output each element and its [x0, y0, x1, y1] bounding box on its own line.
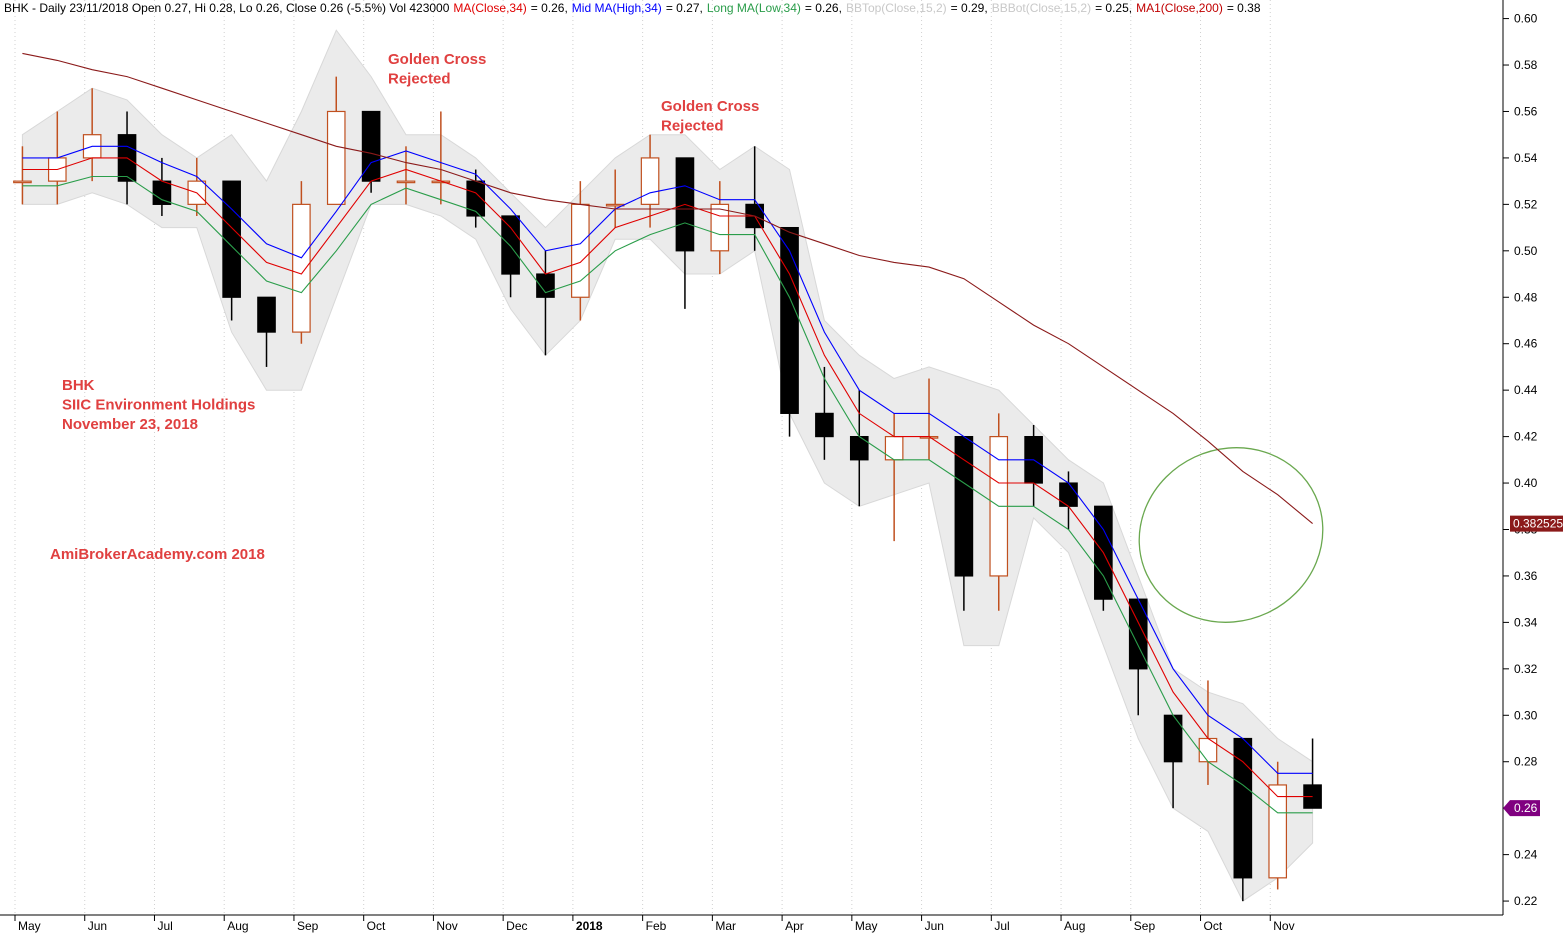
y-tick-label: 0.44 — [1514, 383, 1538, 397]
x-tick-label: Aug — [227, 919, 248, 933]
header-part: = 0.26, — [531, 1, 568, 15]
x-tick-label: Jul — [994, 919, 1009, 933]
x-tick-label: May — [855, 919, 878, 933]
header-part: BBBot(Close,15,2) — [992, 1, 1091, 15]
header-part: Mid MA(High,34) — [572, 1, 662, 15]
x-tick-label: Aug — [1064, 919, 1085, 933]
header-part: = 0.27, — [666, 1, 703, 15]
y-tick-label: 0.42 — [1514, 430, 1538, 444]
x-tick-label: Oct — [1204, 919, 1223, 933]
header-part: = 0.29, — [951, 1, 988, 15]
y-tick-label: 0.32 — [1514, 662, 1538, 676]
header: BHK - Daily 23/11/2018 Open 0.27, Hi 0.2… — [4, 1, 1261, 15]
candle-body — [1163, 714, 1183, 763]
header-part: Long MA(Low,34) — [707, 1, 801, 15]
x-tick-label: Nov — [436, 919, 457, 933]
annotation: Rejected — [388, 71, 451, 88]
candle-body — [152, 180, 172, 205]
y-tick-label: 0.50 — [1514, 244, 1538, 258]
candle-body — [222, 180, 241, 298]
annotation: SIIC Environment Holdings — [62, 397, 255, 414]
x-tick-label: Jun — [88, 919, 107, 933]
annotation: BHK — [62, 377, 95, 394]
x-tick-label: Nov — [1273, 919, 1294, 933]
x-tick-label: May — [18, 919, 41, 933]
y-tick-label: 0.28 — [1514, 755, 1538, 769]
header-part: = 0.38 — [1227, 1, 1261, 15]
moving-average-line — [22, 157, 1313, 798]
y-tick-label: 0.54 — [1514, 151, 1538, 165]
x-tick-label: Jun — [925, 919, 944, 933]
candle-body — [13, 180, 32, 184]
highlight-ellipse — [1138, 447, 1324, 623]
header-part: MA(Close,34) — [453, 1, 526, 15]
y-tick-label: 0.36 — [1514, 569, 1538, 583]
x-tick-label: Sep — [1134, 919, 1156, 933]
annotation: November 23, 2018 — [62, 416, 198, 433]
candle-body — [326, 110, 346, 205]
candle-body — [1233, 737, 1253, 879]
last-value-box — [1510, 515, 1563, 532]
header-part: BHK - Daily 23/11/2018 Open 0.27, Hi 0.2… — [4, 1, 450, 15]
y-tick-label: 0.40 — [1514, 476, 1538, 490]
bollinger-band — [21, 29, 1314, 902]
last-value-label: 0.382525 — [1513, 517, 1563, 531]
candle-body — [396, 180, 416, 184]
candle-body — [815, 412, 834, 438]
moving-average-line — [22, 175, 1313, 814]
y-tick-label: 0.48 — [1514, 290, 1538, 304]
y-tick-label: 0.56 — [1514, 104, 1538, 118]
y-tick-label: 0.52 — [1514, 197, 1538, 211]
y-tick-label: 0.58 — [1514, 58, 1538, 72]
header-part: MA1(Close,200) — [1136, 1, 1223, 15]
x-tick-label: Jul — [157, 919, 172, 933]
header-part: = 0.26, — [805, 1, 842, 15]
last-close-label: 0.26 — [1514, 801, 1538, 815]
x-tick-label: Oct — [367, 919, 386, 933]
candle-body — [640, 157, 660, 205]
header-part: = 0.25, — [1095, 1, 1132, 15]
moving-average-line — [22, 145, 1313, 774]
candle-body — [710, 203, 730, 252]
annotation: Rejected — [661, 118, 724, 135]
candle-body — [292, 203, 311, 333]
x-tick-label: Feb — [646, 919, 667, 933]
y-tick-label: 0.24 — [1514, 848, 1538, 862]
x-tick-label: Dec — [506, 919, 527, 933]
x-tick-label: 2018 — [576, 919, 603, 933]
y-tick-label: 0.60 — [1514, 12, 1538, 26]
y-tick-label: 0.22 — [1514, 894, 1538, 908]
x-tick-label: Mar — [715, 919, 736, 933]
candle-body — [1268, 784, 1288, 879]
header-part: BBTop(Close,15,2) — [846, 1, 947, 15]
moving-average-line — [22, 52, 1313, 525]
candle-body — [780, 226, 799, 414]
last-close-box — [1503, 800, 1540, 817]
y-tick-label: 0.46 — [1514, 337, 1538, 351]
y-tick-label: 0.30 — [1514, 708, 1538, 722]
y-tick-label: 0.34 — [1514, 615, 1538, 629]
annotation: AmiBrokerAcademy.com 2018 — [50, 546, 265, 563]
candle-body — [536, 273, 555, 298]
annotation: Golden Cross — [388, 51, 486, 68]
x-tick-label: Apr — [785, 919, 804, 933]
candle-body — [501, 215, 520, 275]
candle-body — [954, 435, 974, 577]
x-tick-label: Sep — [297, 919, 319, 933]
annotation: Golden Cross — [661, 98, 759, 115]
candle-body — [257, 296, 276, 333]
